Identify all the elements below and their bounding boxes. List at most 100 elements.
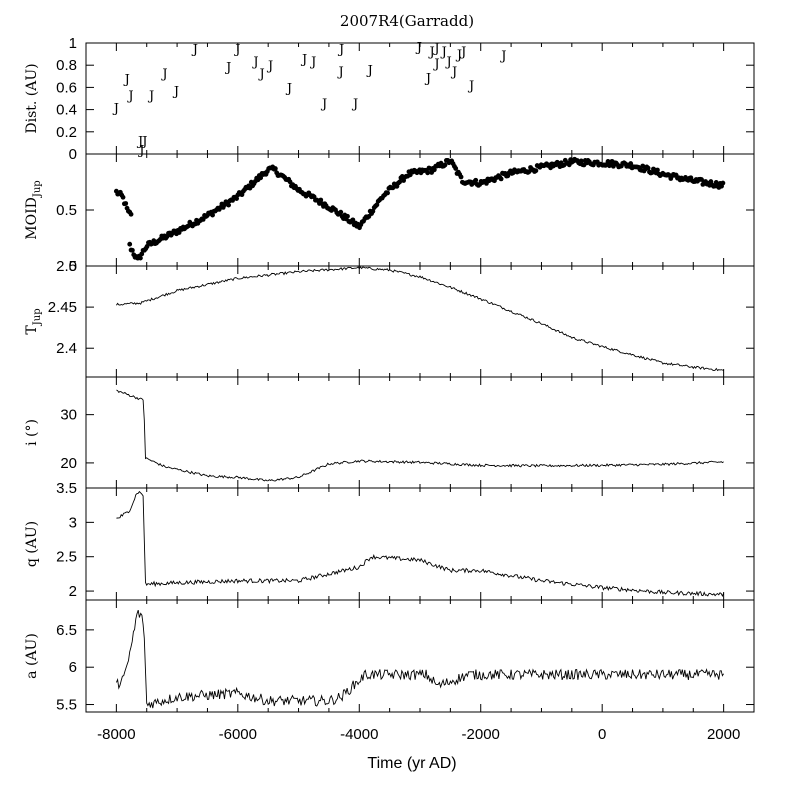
data-point: J <box>257 67 264 82</box>
data-point: J <box>147 89 154 104</box>
data-point <box>127 241 133 247</box>
data-point: J <box>160 67 167 82</box>
y-tick-label: 5.5 <box>56 697 77 714</box>
y-axis-title-moid: MOIDJup <box>24 180 43 239</box>
data-point <box>272 166 278 171</box>
data-point <box>533 168 539 174</box>
y-axis-title-q: q (AU) <box>24 521 40 567</box>
data-point: J <box>285 81 292 96</box>
chart-title: 2007R4(Garradd) <box>340 12 474 30</box>
data-point: J <box>445 55 452 70</box>
data-point <box>234 196 240 201</box>
data-point: J <box>336 65 343 80</box>
data-point <box>318 197 324 203</box>
data-point <box>138 255 143 261</box>
data-point: J <box>140 135 147 150</box>
x-tick-label: -2000 <box>462 726 500 743</box>
y-tick-label: 0.4 <box>56 102 77 119</box>
y-tick-label: 2.5 <box>56 549 77 566</box>
data-point <box>139 251 145 257</box>
data-point: J <box>499 49 506 64</box>
series-line-a <box>115 609 724 709</box>
y-tick-label: 6 <box>69 659 77 676</box>
data-point: J <box>191 43 198 58</box>
data-point <box>397 179 402 185</box>
data-point: J <box>123 73 130 88</box>
data-point <box>645 165 651 171</box>
series-line-tjup <box>116 266 724 372</box>
data-point <box>713 180 719 185</box>
y-tick-label: 0.5 <box>56 202 77 219</box>
data-point <box>210 212 215 218</box>
data-point <box>129 247 135 253</box>
y-tick-label: 0.2 <box>56 124 77 141</box>
data-point: J <box>428 45 435 60</box>
panel-tjup: 2.4 2.45 2.5 TJup <box>24 258 755 378</box>
data-point <box>128 211 134 217</box>
data-point: J <box>337 43 344 58</box>
data-point: J <box>266 59 273 74</box>
y-axis-title-inc: i (°) <box>24 419 40 446</box>
y-tick-label: 0 <box>69 258 77 275</box>
data-point: J <box>432 57 439 72</box>
y-axis-title-dist: Dist. (AU) <box>24 63 40 133</box>
data-point <box>350 217 356 223</box>
y-tick-label: 0.8 <box>56 57 77 74</box>
panel-inc: 20 30 i (°) <box>24 376 755 489</box>
data-point <box>370 208 376 214</box>
data-point <box>473 177 479 183</box>
y-tick-label: 0 <box>69 146 77 163</box>
data-point <box>442 162 448 168</box>
data-point <box>498 176 504 182</box>
data-point: J <box>112 101 119 116</box>
y-tick-label: 2.5 <box>56 258 77 275</box>
data-point: J <box>233 43 240 58</box>
data-point <box>578 158 584 164</box>
y-tick-label: 6.5 <box>56 622 77 639</box>
data-point: J <box>224 60 231 75</box>
x-tick-label: -8000 <box>97 726 135 743</box>
series-line-q <box>116 490 725 598</box>
data-point: J <box>136 135 143 150</box>
data-point: J <box>126 89 133 104</box>
panel-moid: 0 0.5 MOIDJup <box>24 153 755 275</box>
data-point: J <box>137 144 144 159</box>
data-point <box>176 230 182 235</box>
panel-dist-frame <box>85 42 755 155</box>
data-point: J <box>459 45 466 60</box>
data-point: J <box>455 48 462 63</box>
data-point: J <box>172 85 179 100</box>
data-point <box>425 170 431 176</box>
x-tick-label: 0 <box>598 726 606 743</box>
data-point <box>144 244 150 249</box>
y-tick-label: 20 <box>60 455 77 472</box>
data-point <box>258 175 264 181</box>
data-point <box>226 202 231 208</box>
data-point: J <box>320 97 327 112</box>
panel-tjup-frame <box>85 265 755 378</box>
data-point <box>120 194 126 200</box>
data-point: J <box>300 53 307 68</box>
y-tick-label: 0.6 <box>56 79 77 96</box>
y-tick-label: 3 <box>69 514 77 531</box>
data-point: J <box>424 71 431 86</box>
y-tick-label: 2.45 <box>48 299 77 316</box>
y-tick-label: 2.4 <box>56 340 77 357</box>
data-point: J <box>351 97 358 112</box>
data-point: J <box>450 65 457 80</box>
data-point <box>720 180 726 186</box>
data-point: J <box>415 40 422 55</box>
panel-q: 2 2.5 3 3.5 q (AU) <box>24 480 755 601</box>
data-point: J <box>251 55 258 70</box>
data-point <box>385 190 390 196</box>
series-line-inc <box>116 389 724 482</box>
y-axis-title-a: a (AU) <box>24 633 40 679</box>
data-point <box>123 201 129 206</box>
data-point <box>345 213 350 219</box>
data-point <box>453 166 459 171</box>
data-point: J <box>366 64 373 79</box>
data-point <box>655 167 660 173</box>
